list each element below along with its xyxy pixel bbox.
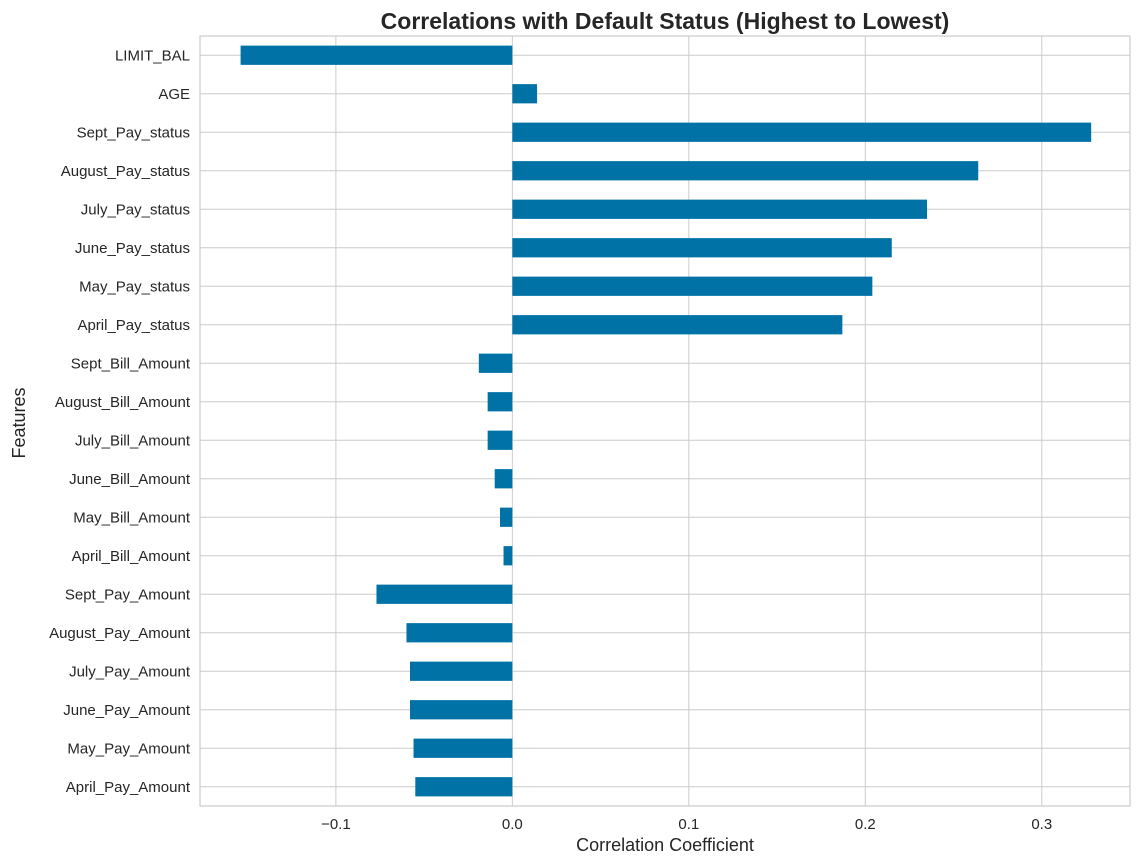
bar — [512, 123, 1091, 142]
bar — [376, 585, 512, 604]
y-tick-label: July_Pay_status — [81, 201, 190, 218]
bar — [512, 84, 537, 103]
y-tick-label: June_Pay_status — [75, 240, 190, 257]
bar — [504, 546, 513, 565]
chart-title: Correlations with Default Status (Highes… — [381, 8, 950, 34]
x-tick-label: 0.3 — [1031, 816, 1052, 833]
bar — [512, 277, 872, 296]
y-tick-label: AGE — [158, 86, 190, 103]
bar — [488, 392, 513, 411]
bar — [241, 46, 513, 65]
y-tick-label: August_Pay_status — [61, 163, 190, 180]
bar — [414, 739, 513, 758]
bar — [512, 200, 927, 219]
y-axis-label: Features — [9, 387, 29, 458]
y-tick-label: May_Pay_Amount — [67, 740, 190, 757]
bar — [512, 238, 891, 257]
y-tick-label: LIMIT_BAL — [115, 47, 190, 64]
bar — [488, 431, 513, 450]
y-tick-label: June_Bill_Amount — [69, 471, 191, 488]
bar — [406, 623, 512, 642]
bar — [410, 700, 512, 719]
y-tick-label: June_Pay_Amount — [63, 702, 191, 719]
bar — [512, 315, 842, 334]
y-tick-label: August_Bill_Amount — [55, 394, 191, 411]
x-tick-label: 0.1 — [678, 816, 699, 833]
y-tick-label: July_Bill_Amount — [75, 432, 191, 449]
bar — [415, 777, 512, 796]
x-tick-label: 0.2 — [855, 816, 876, 833]
x-tick-label: 0.0 — [502, 816, 523, 833]
y-tick-label: Sept_Pay_status — [77, 124, 190, 141]
y-tick-label: April_Bill_Amount — [72, 548, 191, 565]
y-tick-label: Sept_Pay_Amount — [65, 586, 191, 603]
y-tick-label: Sept_Bill_Amount — [71, 355, 191, 372]
bar — [495, 469, 513, 488]
bar — [512, 161, 978, 180]
x-tick-label: −0.1 — [321, 816, 351, 833]
x-axis-label: Correlation Coefficient — [576, 835, 754, 855]
y-tick-label: July_Pay_Amount — [69, 663, 191, 680]
bar — [410, 662, 512, 681]
y-tick-label: August_Pay_Amount — [49, 625, 191, 642]
y-tick-label: April_Pay_Amount — [66, 779, 191, 796]
y-tick-label: May_Bill_Amount — [73, 509, 191, 526]
y-tick-label: May_Pay_status — [79, 278, 190, 295]
y-tick-label: April_Pay_status — [77, 317, 190, 334]
bar — [500, 508, 512, 527]
bar — [479, 354, 513, 373]
